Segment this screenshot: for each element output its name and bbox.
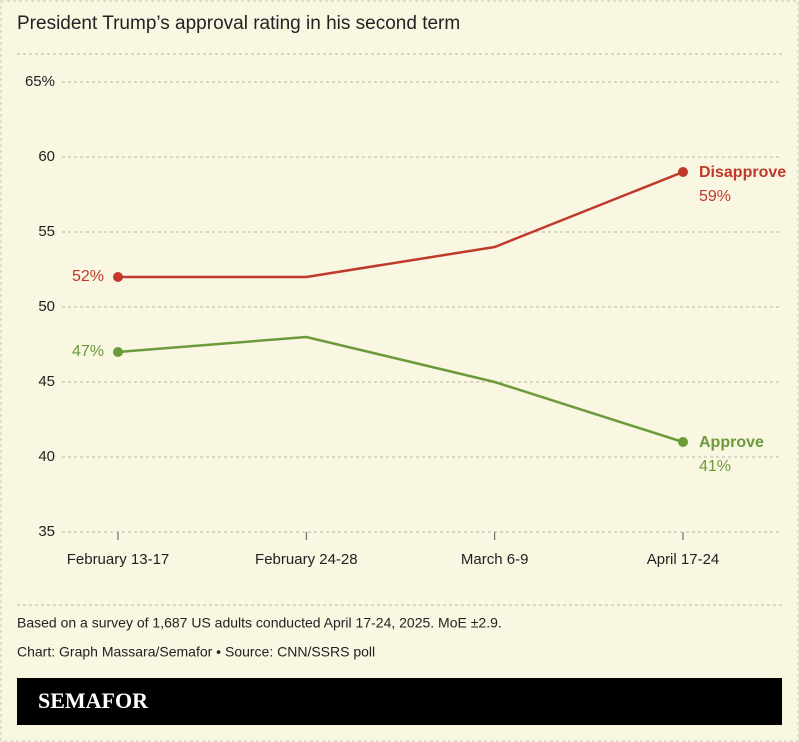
x-tick-label: February 13-17 <box>67 551 170 568</box>
point <box>678 437 688 447</box>
y-tick-label: 60 <box>38 148 55 165</box>
y-tick-label: 35 <box>38 523 55 540</box>
series-line <box>117 335 684 444</box>
y-tick-label: 65% <box>25 73 55 90</box>
series-name: Approve <box>699 434 764 451</box>
point <box>678 167 688 177</box>
chart-title: President Trump’s approval rating in his… <box>17 13 460 34</box>
x-tick-label: March 6-9 <box>461 551 529 568</box>
brand: SEMAFOR <box>38 688 149 713</box>
x-tick-label: February 24-28 <box>255 551 358 568</box>
point <box>113 347 123 357</box>
data-label: 59% <box>699 188 731 205</box>
data-label: 41% <box>699 458 731 475</box>
data-label: 52% <box>72 268 104 285</box>
y-tick-label: 45 <box>38 373 55 390</box>
y-tick-label: 55 <box>38 223 55 240</box>
series-line <box>118 170 684 279</box>
note: Based on a survey of 1,687 US adults con… <box>17 615 502 631</box>
x-tick-label: April 17-24 <box>647 551 720 568</box>
credit: Chart: Graph Massara/Semafor • Source: C… <box>17 644 375 660</box>
y-tick-label: 50 <box>38 298 55 315</box>
data-label: 47% <box>72 343 104 360</box>
point <box>113 272 123 282</box>
brand-bar <box>17 678 782 725</box>
series-name: Disapprove <box>699 164 786 181</box>
y-tick-label: 40 <box>38 448 55 465</box>
